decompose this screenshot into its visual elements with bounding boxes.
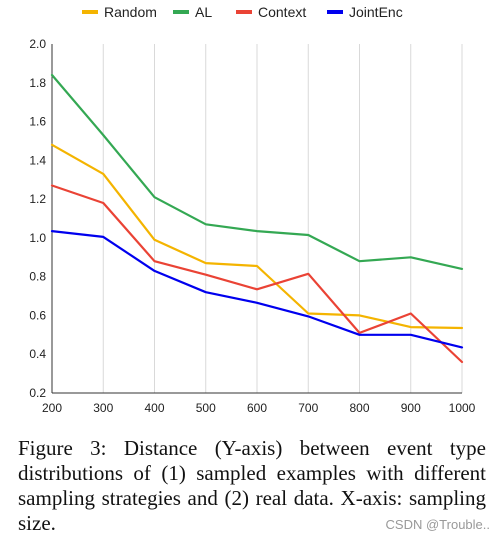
legend-label: Context [258,4,306,20]
series-line-random [50,143,464,330]
figure-caption: Figure 3: Distance (Y-axis) between even… [18,436,486,535]
legend-item-jointenc: JointEnc [327,4,403,20]
y-tick-label: 1.2 [29,192,46,206]
legend-swatch [327,10,343,14]
y-tick-label: 0.8 [29,270,46,284]
x-tick-label: 1000 [449,401,476,415]
y-tick-label: 0.6 [29,308,46,322]
x-tick-label: 700 [298,401,318,415]
grid [51,44,463,393]
y-tick-label: 0.2 [29,386,46,400]
x-tick-label: 500 [196,401,216,415]
legend-item-al: AL [173,4,212,20]
y-tick-label: 1.6 [29,115,46,129]
y-tick-label: 1.8 [29,76,46,90]
series-lines [50,73,464,364]
legend: Random AL Context JointEnc [82,4,403,20]
legend-item-context: Context [236,4,306,20]
x-tick-label: 600 [247,401,267,415]
y-tick-label: 2.0 [29,37,46,51]
x-tick-label: 200 [42,401,62,415]
legend-swatch [82,10,98,14]
y-tick-label: 1.4 [29,153,46,167]
legend-label: AL [195,4,212,20]
legend-item-random: Random [82,4,157,20]
watermark: CSDN @Trouble.. [385,517,490,532]
legend-label: JointEnc [349,4,403,20]
tick-labels: 0.2 0.4 0.6 0.8 1.0 1.2 1.4 1.6 1.8 2.0 200 300 400 5… [29,37,475,415]
legend-swatch [173,10,189,14]
line-chart: Random AL Context JointEnc 0.2 0.4 0.6 0.8 1.0 1… [29,4,475,415]
series-line-context [50,184,464,364]
series-line-jointenc [50,230,464,349]
x-tick-label: 400 [144,401,164,415]
y-tick-label: 0.4 [29,347,46,361]
x-tick-label: 300 [93,401,113,415]
legend-label: Random [104,4,157,20]
x-tick-label: 800 [349,401,369,415]
y-tick-label: 1.0 [29,231,46,245]
axes [51,44,462,394]
series-line-al [50,73,464,270]
x-tick-label: 900 [401,401,421,415]
legend-swatch [236,10,252,14]
